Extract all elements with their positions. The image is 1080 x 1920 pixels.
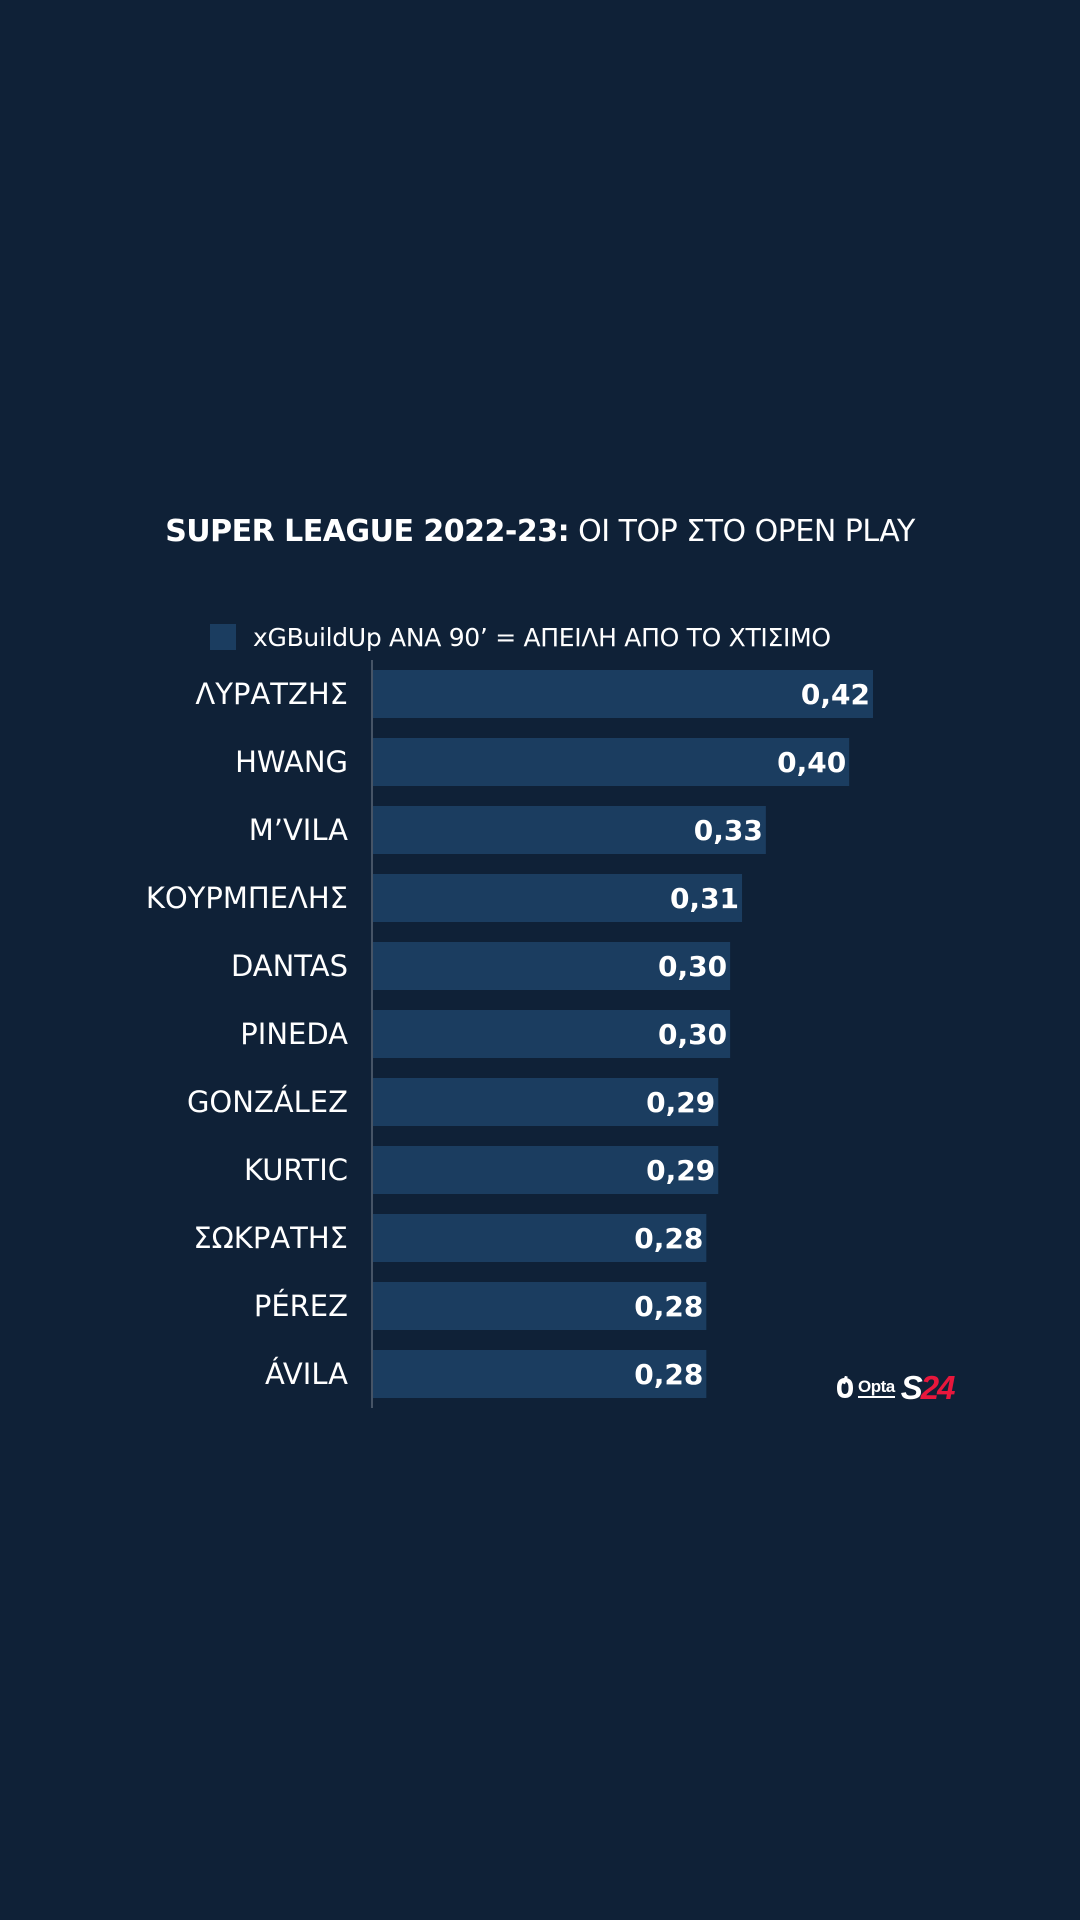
chart-title-bold: SUPER LEAGUE 2022-23:	[165, 514, 570, 549]
category-label: GONZÁLEZ	[187, 1085, 348, 1119]
bar	[373, 1010, 731, 1058]
bar	[373, 874, 743, 922]
value-label: 0,28	[634, 1358, 703, 1391]
value-label: 0,40	[777, 746, 846, 779]
bar	[373, 806, 766, 854]
bar	[373, 1350, 707, 1398]
category-label: HWANG	[235, 745, 348, 779]
value-label: 0,28	[634, 1290, 703, 1323]
opta-mark-icon	[837, 1376, 853, 1398]
opta-logo-text: Opta	[858, 1377, 895, 1398]
chart-legend: xGBuildUp ΑΝΑ 90’ = ΑΠΕΙΛΗ ΑΠΟ ΤΟ ΧΤΙΣΙΜ…	[210, 620, 831, 654]
bar	[373, 670, 873, 718]
category-label: PÉREZ	[254, 1289, 348, 1323]
brand-logos: Opta S24	[836, 1369, 956, 1407]
bar	[373, 1282, 707, 1330]
opta-logo: Opta	[836, 1376, 895, 1400]
value-label: 0,30	[658, 1018, 727, 1051]
bar	[373, 1214, 707, 1262]
value-label: 0,29	[646, 1086, 715, 1119]
value-label: 0,33	[694, 814, 763, 847]
s24-logo: S24	[900, 1369, 956, 1407]
bar	[373, 1078, 719, 1126]
bar	[373, 942, 731, 990]
value-label: 0,31	[670, 882, 739, 915]
chart-title: SUPER LEAGUE 2022-23: ΟΙ ΤΟΡ ΣΤΟ OPEN PL…	[0, 514, 1080, 549]
value-label: 0,42	[801, 678, 870, 711]
category-label: ÁVILA	[265, 1357, 348, 1391]
category-label: ΣΩΚΡΑΤΗΣ	[193, 1221, 348, 1255]
value-label: 0,29	[646, 1154, 715, 1187]
legend-swatch	[210, 624, 236, 650]
category-label: M’VILA	[249, 813, 348, 847]
chart-title-light: ΟΙ ΤΟΡ ΣΤΟ OPEN PLAY	[578, 514, 915, 549]
category-label: PINEDA	[240, 1017, 348, 1051]
legend-label: xGBuildUp ΑΝΑ 90’ = ΑΠΕΙΛΗ ΑΠΟ ΤΟ ΧΤΙΣΙΜ…	[253, 622, 831, 652]
category-label: ΛΥΡΑΤΖΗΣ	[195, 677, 348, 711]
category-label: DANTAS	[231, 949, 348, 983]
s24-logo-number: 24	[920, 1369, 956, 1406]
category-label: ΚΟΥΡΜΠΕΛΗΣ	[146, 881, 348, 915]
value-label: 0,30	[658, 950, 727, 983]
bar	[373, 738, 850, 786]
category-label: KURTIC	[244, 1153, 348, 1187]
value-label: 0,28	[634, 1222, 703, 1255]
bar	[373, 1146, 719, 1194]
s24-logo-s: S	[900, 1369, 923, 1406]
